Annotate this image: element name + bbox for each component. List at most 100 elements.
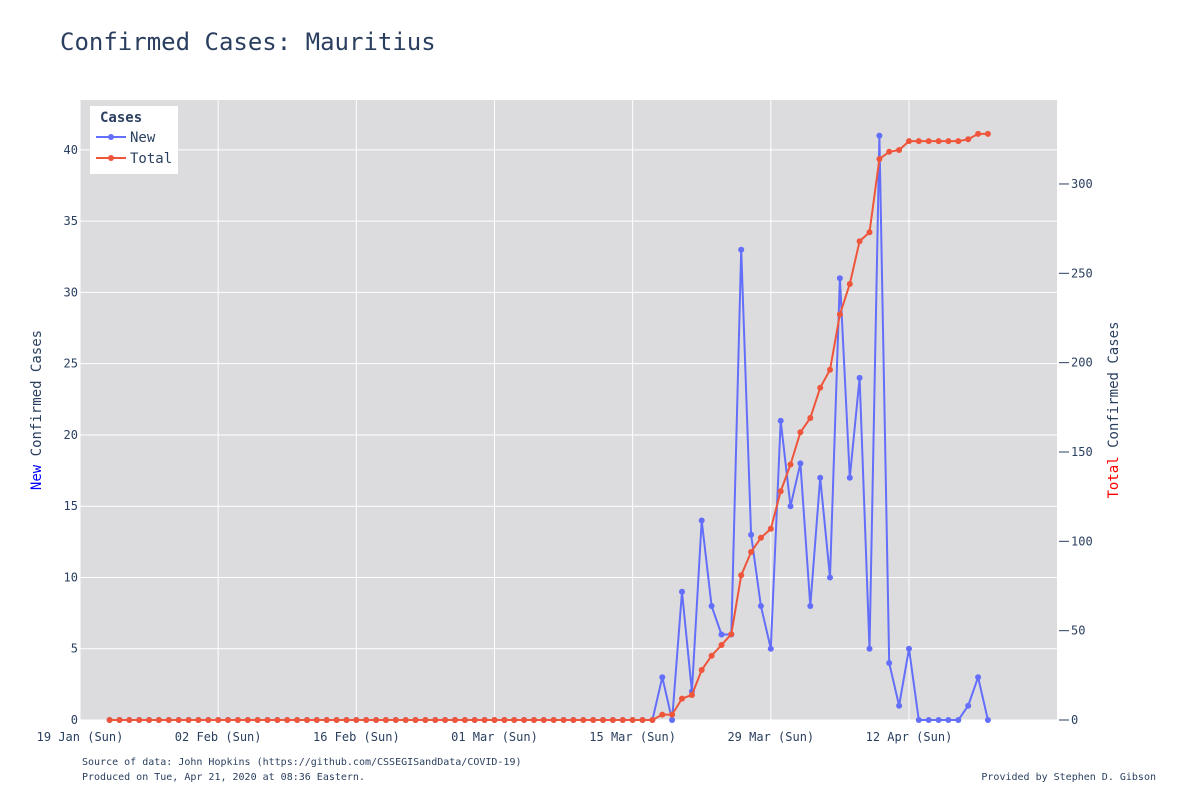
data-point-total[interactable] — [481, 717, 488, 723]
data-point-new[interactable] — [827, 574, 833, 581]
data-point-total[interactable] — [817, 384, 824, 391]
data-point-total[interactable] — [382, 717, 389, 723]
data-point-new[interactable] — [718, 631, 725, 638]
data-point-new[interactable] — [836, 275, 843, 282]
data-point-new[interactable] — [659, 674, 666, 681]
data-point-total[interactable] — [333, 717, 340, 723]
data-point-new[interactable] — [757, 603, 764, 609]
data-point-new[interactable] — [797, 460, 804, 467]
data-point-total[interactable] — [925, 138, 932, 145]
data-point-new[interactable] — [886, 660, 893, 666]
data-point-total[interactable] — [521, 717, 528, 723]
data-point-new[interactable] — [915, 717, 922, 723]
data-point-total[interactable] — [254, 717, 261, 723]
data-point-new[interactable] — [698, 517, 705, 524]
data-point-total[interactable] — [126, 717, 133, 723]
data-point-total[interactable] — [688, 692, 695, 698]
data-point-total[interactable] — [185, 717, 192, 723]
data-point-total[interactable] — [906, 138, 912, 145]
data-point-total[interactable] — [984, 130, 991, 137]
data-point-total[interactable] — [234, 717, 241, 723]
data-point-total[interactable] — [698, 667, 705, 673]
data-point-new[interactable] — [945, 717, 952, 723]
data-point-total[interactable] — [106, 717, 113, 723]
data-point-total[interactable] — [550, 717, 557, 723]
data-point-new[interactable] — [787, 503, 794, 510]
data-point-total[interactable] — [264, 717, 271, 723]
data-point-total[interactable] — [619, 717, 626, 723]
data-point-new[interactable] — [965, 702, 972, 709]
data-point-total[interactable] — [274, 717, 281, 723]
data-point-total[interactable] — [531, 717, 537, 723]
data-point-total[interactable] — [155, 717, 162, 723]
data-point-total[interactable] — [116, 717, 123, 723]
data-point-total[interactable] — [432, 717, 439, 723]
data-point-total[interactable] — [777, 488, 784, 495]
data-point-new[interactable] — [925, 717, 932, 723]
data-point-total[interactable] — [165, 717, 172, 723]
data-point-total[interactable] — [708, 652, 715, 659]
data-point-total[interactable] — [876, 156, 883, 162]
data-point-total[interactable] — [461, 717, 468, 723]
data-point-new[interactable] — [866, 645, 873, 652]
data-point-new[interactable] — [984, 717, 991, 723]
data-point-total[interactable] — [225, 717, 231, 723]
data-point-total[interactable] — [195, 717, 202, 723]
data-point-total[interactable] — [748, 549, 755, 555]
legend-item-new[interactable]: New — [96, 130, 156, 146]
data-point-total[interactable] — [570, 717, 577, 723]
data-point-total[interactable] — [757, 534, 764, 541]
legend-item-total[interactable]: Total — [96, 151, 172, 167]
data-point-new[interactable] — [856, 374, 863, 381]
data-point-total[interactable] — [412, 717, 419, 723]
data-point-new[interactable] — [767, 645, 774, 652]
data-point-total[interactable] — [373, 717, 380, 723]
data-point-total[interactable] — [728, 631, 735, 638]
data-point-total[interactable] — [491, 717, 498, 723]
data-point-total[interactable] — [392, 717, 399, 723]
data-point-total[interactable] — [659, 711, 666, 718]
data-point-total[interactable] — [452, 717, 458, 723]
data-point-total[interactable] — [975, 130, 982, 137]
data-point-total[interactable] — [590, 717, 597, 723]
data-point-total[interactable] — [738, 572, 745, 579]
data-point-total[interactable] — [353, 717, 360, 723]
data-point-total[interactable] — [422, 717, 429, 723]
data-point-total[interactable] — [807, 415, 814, 421]
data-point-total[interactable] — [560, 717, 567, 723]
data-point-new[interactable] — [708, 603, 715, 609]
data-point-new[interactable] — [896, 702, 903, 709]
data-point-total[interactable] — [846, 281, 853, 287]
data-point-total[interactable] — [965, 136, 972, 143]
data-point-total[interactable] — [856, 238, 863, 245]
data-point-total[interactable] — [836, 311, 843, 318]
data-point-total[interactable] — [343, 717, 350, 723]
data-point-total[interactable] — [935, 138, 942, 145]
data-point-new[interactable] — [738, 246, 745, 253]
data-point-total[interactable] — [146, 717, 153, 723]
data-point-total[interactable] — [915, 138, 922, 145]
data-point-total[interactable] — [175, 717, 182, 723]
data-point-total[interactable] — [501, 717, 508, 723]
data-point-total[interactable] — [787, 461, 794, 468]
data-point-total[interactable] — [304, 717, 310, 723]
data-point-new[interactable] — [975, 674, 982, 681]
data-point-total[interactable] — [718, 642, 725, 648]
data-point-total[interactable] — [827, 366, 833, 373]
data-point-total[interactable] — [540, 717, 547, 723]
data-point-total[interactable] — [215, 717, 222, 723]
data-point-total[interactable] — [284, 717, 291, 723]
data-point-total[interactable] — [313, 717, 320, 723]
data-point-new[interactable] — [679, 588, 685, 595]
data-point-total[interactable] — [866, 229, 873, 236]
data-point-total[interactable] — [471, 717, 478, 723]
data-point-total[interactable] — [363, 717, 370, 723]
data-point-total[interactable] — [402, 717, 409, 723]
data-point-total[interactable] — [886, 148, 893, 155]
data-point-total[interactable] — [955, 138, 962, 145]
data-point-new[interactable] — [955, 717, 962, 723]
data-point-total[interactable] — [136, 717, 143, 723]
data-point-total[interactable] — [244, 717, 251, 723]
data-point-new[interactable] — [777, 417, 784, 424]
data-point-total[interactable] — [580, 717, 587, 723]
